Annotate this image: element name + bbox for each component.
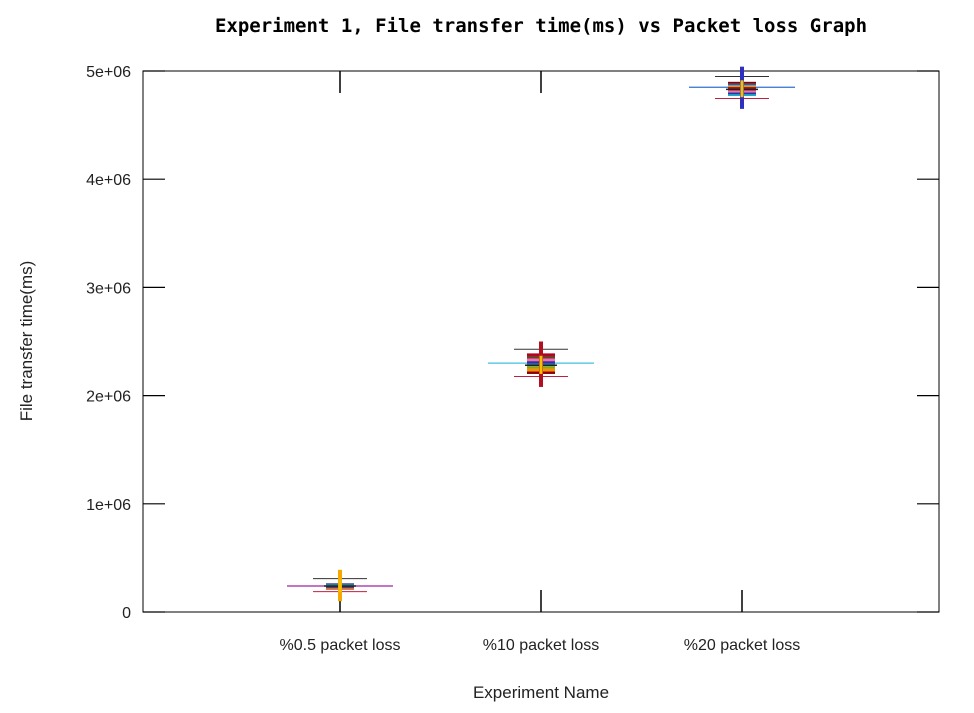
y-tick-label: 4e+06	[86, 172, 131, 189]
box-1	[287, 569, 393, 602]
chart-title: Experiment 1, File transfer time(ms) vs …	[215, 15, 867, 37]
y-tick-label: 5e+06	[86, 64, 131, 81]
box-2	[488, 341, 594, 387]
y-tick-label: 1e+06	[86, 497, 131, 514]
x-tick-label: %20 packet loss	[684, 637, 801, 654]
x-tick-label: %0.5 packet loss	[280, 637, 401, 654]
box-series	[287, 66, 795, 602]
whisker-overlay	[539, 355, 543, 374]
x-tick-label: %10 packet loss	[483, 637, 600, 654]
y-tick-label: 3e+06	[86, 280, 131, 297]
box-3	[689, 66, 795, 109]
whisker-overlay	[740, 80, 744, 98]
whisker-overlay	[338, 579, 342, 593]
y-axis: 0 1e+06 2e+06 3e+06 4e+06 5e+06	[86, 64, 939, 622]
y-tick-label: 0	[122, 605, 131, 622]
x-axis-label: Experiment Name	[473, 683, 609, 702]
y-tick-label: 2e+06	[86, 389, 131, 406]
y-axis-label: File transfer time(ms)	[17, 261, 36, 422]
